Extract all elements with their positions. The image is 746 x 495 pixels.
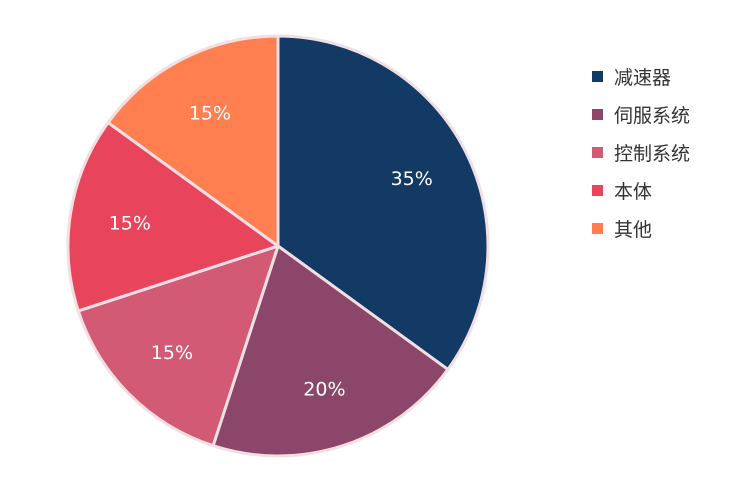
slice-label-3: 15% [151,342,193,364]
legend-label-3: 控制系统 [614,143,690,165]
legend-swatch-3 [592,147,603,158]
legend-label-1: 减速器 [614,67,671,89]
slice-label-1: 35% [391,168,433,190]
slice-label-2: 20% [303,379,345,401]
legend-swatch-5 [592,223,603,234]
legend-label-5: 其他 [614,219,652,241]
pie-slice-5 [106,34,280,248]
slice-label-4: 15% [109,213,151,235]
legend-swatch-4 [592,185,603,196]
pie-slice-labels: 35% 20% 15% 15% 15% [109,102,433,400]
pie-slice-1 [276,34,490,371]
legend-label-4: 本体 [614,181,652,203]
slice-label-5: 15% [189,102,231,124]
pie-slice-4 [66,121,280,313]
legend-swatch-2 [592,109,603,120]
legend-swatch-1 [592,71,603,82]
legend-label-2: 伺服系统 [614,105,690,127]
pie-slice-2 [211,244,450,458]
pie-slices [66,34,490,458]
